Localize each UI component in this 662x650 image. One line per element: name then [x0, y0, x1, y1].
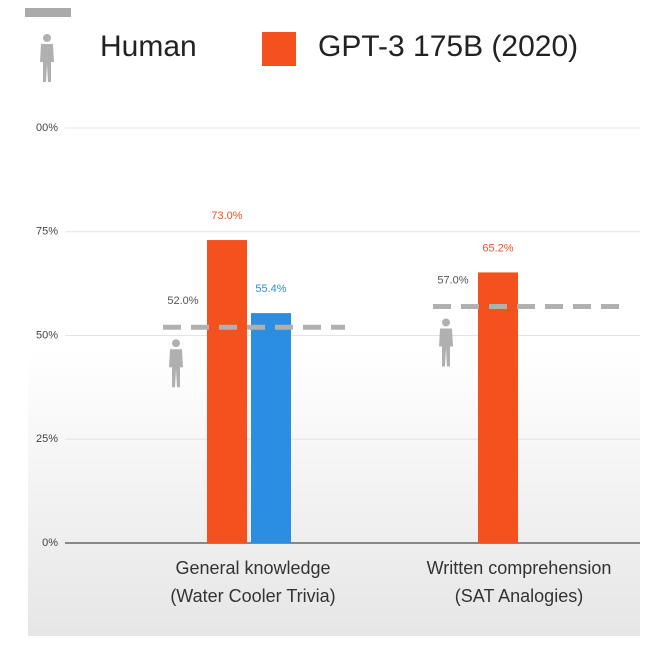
background [28, 0, 640, 636]
legend-label: Human [100, 30, 197, 63]
x-tick-label: General knowledge [175, 558, 330, 578]
y-tick-label: 0% [42, 537, 58, 549]
value-label: 65.2% [482, 242, 513, 254]
legend-dash [25, 8, 71, 17]
legend-label: GPT-3 175B (2020) [318, 30, 578, 63]
bar [251, 313, 291, 543]
x-tick-label: (SAT Analogies) [455, 586, 583, 606]
bar [478, 272, 518, 543]
y-tick-label: 75% [36, 226, 58, 238]
bar [207, 240, 247, 544]
y-tick-label: 25% [36, 433, 58, 445]
reference-label: 57.0% [437, 274, 468, 286]
value-label: 73.0% [211, 210, 242, 222]
y-tick-label: 50% [36, 329, 58, 341]
value-label: 55.4% [255, 283, 286, 295]
x-tick-label: (Water Cooler Trivia) [170, 586, 335, 606]
y-tick-label: 00% [36, 122, 58, 134]
x-tick-label: Written comprehension [427, 558, 612, 578]
reference-label: 52.0% [167, 295, 198, 307]
legend-swatch [262, 32, 296, 66]
